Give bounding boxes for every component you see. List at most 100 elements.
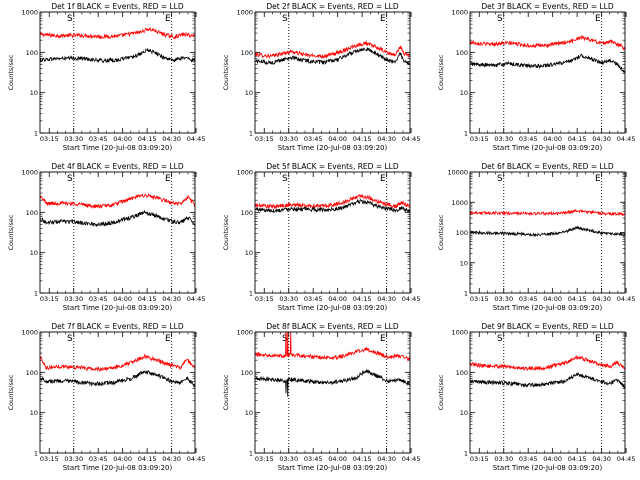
x-tick-label: 04:45	[187, 455, 206, 463]
events-series-line	[40, 370, 195, 388]
x-tick-label: 04:00	[328, 295, 347, 303]
x-axis-label: Start Time (20-Jul-08 03:09:20)	[278, 304, 388, 312]
y-tick-label: 10	[460, 259, 468, 267]
events-series-line	[255, 369, 410, 397]
x-tick-label: 04:30	[592, 455, 611, 463]
x-tick-label: 04:15	[568, 295, 587, 303]
plot-frame	[469, 331, 626, 454]
x-axis-label: Start Time (20-Jul-08 03:09:20)	[63, 304, 173, 312]
x-tick-label: 03:15	[255, 455, 274, 463]
y-axis-label: Counts/sec	[222, 54, 230, 90]
y-tick-label: 1	[464, 450, 468, 458]
lld-series-line	[255, 332, 410, 362]
y-tick-label: 100	[26, 209, 38, 217]
x-tick-label: 04:15	[138, 455, 157, 463]
x-tick-label: 03:45	[304, 455, 323, 463]
start-marker-label: S	[282, 334, 288, 344]
lld-series-line	[40, 192, 195, 210]
y-tick-label: 1	[249, 290, 253, 298]
plot-frame	[39, 171, 196, 294]
x-tick-label: 04:00	[113, 295, 132, 303]
x-tick-label: 04:45	[402, 295, 421, 303]
chart-title: Det 1f BLACK = Events, RED = LLD	[51, 2, 184, 11]
y-tick-label: 100	[26, 49, 38, 57]
y-tick-label: 1	[249, 130, 253, 138]
y-tick-label: 1	[464, 130, 468, 138]
start-marker-label: S	[497, 174, 503, 184]
x-tick-label: 03:15	[470, 455, 489, 463]
end-marker-label: E	[165, 174, 171, 184]
chart-title: Det 8f BLACK = Events, RED = LLD	[266, 322, 399, 331]
x-tick-label: 04:30	[162, 295, 181, 303]
chart-panel-6: Det 6f BLACK = Events, RED = LLD Counts/s…	[437, 162, 635, 312]
x-tick-label: 04:00	[543, 295, 562, 303]
x-axis-label: Start Time (20-Jul-08 03:09:20)	[63, 144, 173, 152]
x-tick-label: 03:45	[519, 135, 538, 143]
x-tick-label: 04:45	[617, 455, 636, 463]
x-tick-label: 03:30	[494, 455, 513, 463]
chart-panel-4: Det 4f BLACK = Events, RED = LLD Counts/s…	[7, 162, 205, 312]
y-tick-label: 100	[241, 49, 253, 57]
plot-frame	[39, 11, 196, 134]
y-tick-label: 10	[460, 89, 468, 97]
x-tick-label: 04:00	[328, 455, 347, 463]
x-tick-label: 03:45	[519, 295, 538, 303]
start-marker-label: S	[497, 14, 503, 24]
x-tick-label: 03:30	[494, 295, 513, 303]
y-tick-label: 1000	[236, 169, 253, 177]
x-tick-label: 04:15	[138, 135, 157, 143]
chart-title: Det 2f BLACK = Events, RED = LLD	[266, 2, 399, 11]
chart-panel-8: Det 8f BLACK = Events, RED = LLD Counts/s…	[222, 322, 420, 472]
y-tick-label: 1000	[451, 199, 468, 207]
start-marker-label: S	[67, 14, 73, 24]
chart-title: Det 7f BLACK = Events, RED = LLD	[51, 322, 184, 331]
x-tick-label: 03:15	[470, 135, 489, 143]
x-tick-label: 03:30	[64, 455, 83, 463]
x-tick-label: 04:30	[592, 295, 611, 303]
x-tick-label: 04:30	[377, 135, 396, 143]
events-series-line	[470, 372, 625, 389]
y-axis-label: Counts/sec	[7, 54, 15, 90]
chart-title: Det 4f BLACK = Events, RED = LLD	[51, 162, 184, 171]
plot-frame	[469, 11, 626, 134]
chart-panel-2: Det 2f BLACK = Events, RED = LLD Counts/s…	[222, 2, 420, 152]
x-tick-label: 04:15	[353, 295, 372, 303]
x-tick-label: 04:15	[568, 135, 587, 143]
events-series-line	[40, 48, 195, 64]
lld-series-line	[470, 35, 625, 51]
chart-panel-5: Det 5f BLACK = Events, RED = LLD Counts/s…	[222, 162, 420, 312]
y-tick-label: 1000	[236, 9, 253, 17]
x-tick-label: 03:45	[89, 455, 108, 463]
end-marker-label: E	[380, 14, 386, 24]
end-marker-label: E	[595, 14, 601, 24]
x-tick-label: 04:15	[568, 455, 587, 463]
x-tick-label: 03:15	[40, 135, 59, 143]
y-tick-label: 1	[249, 450, 253, 458]
y-tick-label: 1000	[21, 329, 38, 337]
plot-frame	[254, 11, 411, 134]
y-axis-label: Counts/sec	[222, 374, 230, 410]
y-tick-label: 100	[456, 49, 468, 57]
x-tick-label: 03:15	[40, 455, 59, 463]
lld-series-line	[255, 193, 410, 210]
x-tick-label: 03:15	[470, 295, 489, 303]
lld-series-line	[470, 355, 625, 372]
y-tick-label: 100	[241, 369, 253, 377]
x-tick-label: 04:15	[353, 135, 372, 143]
chart-panel-3: Det 3f BLACK = Events, RED = LLD Counts/s…	[437, 2, 635, 152]
y-tick-label: 1000	[21, 9, 38, 17]
end-marker-label: E	[380, 334, 386, 344]
start-marker-label: S	[67, 174, 73, 184]
x-tick-label: 03:30	[494, 135, 513, 143]
events-series-line	[470, 53, 625, 74]
y-axis-label: Counts/sec	[437, 374, 445, 410]
start-marker-label: S	[497, 334, 503, 344]
y-axis-label: Counts/sec	[437, 54, 445, 90]
x-tick-label: 04:15	[138, 295, 157, 303]
chart-title: Det 5f BLACK = Events, RED = LLD	[266, 162, 399, 171]
chart-title: Det 3f BLACK = Events, RED = LLD	[481, 2, 614, 11]
events-series-line	[470, 225, 625, 238]
x-tick-label: 03:45	[304, 295, 323, 303]
x-tick-label: 03:30	[279, 455, 298, 463]
